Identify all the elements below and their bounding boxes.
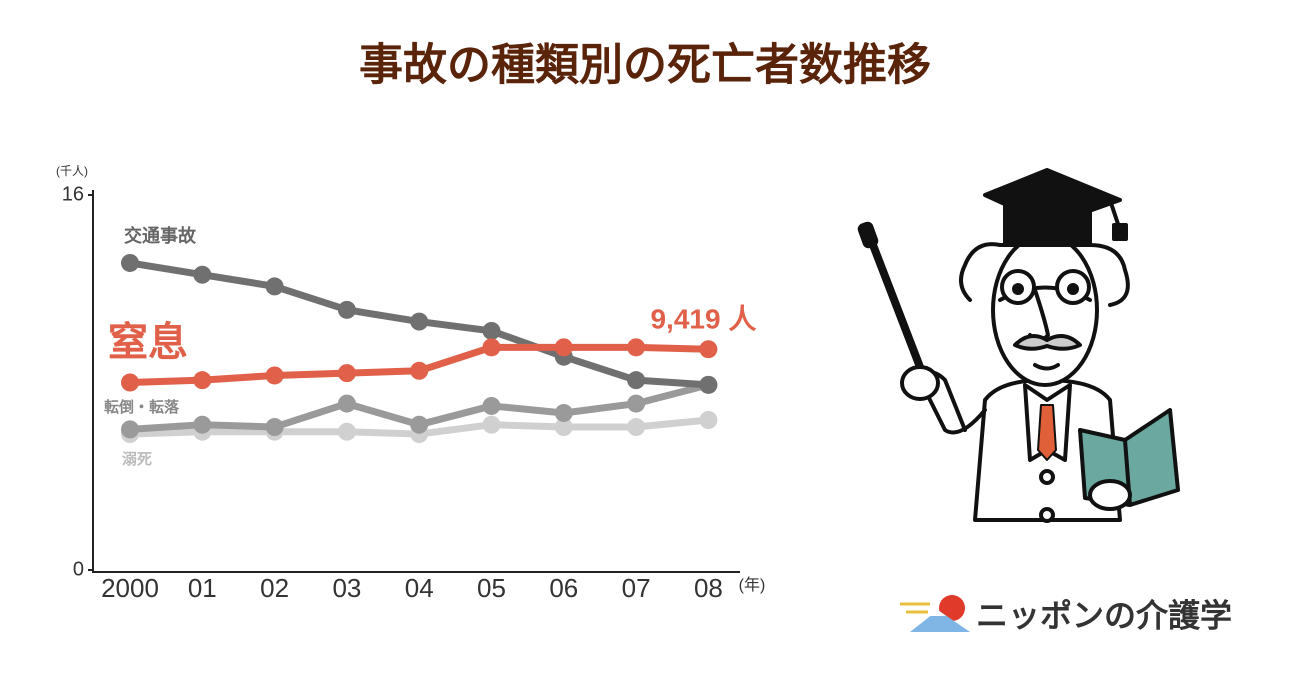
data-point [337, 364, 356, 383]
data-point [121, 420, 139, 439]
data-point [699, 375, 718, 394]
data-point [699, 340, 718, 359]
data-point [410, 361, 429, 380]
data-point [121, 253, 139, 272]
data-point [482, 338, 501, 357]
data-point [482, 321, 501, 340]
series-label: 窒息 [108, 321, 188, 365]
data-point [627, 394, 646, 413]
data-point [482, 396, 501, 415]
data-point [121, 373, 139, 392]
data-point [337, 422, 356, 441]
logo-text: ニッポンの介護学 [976, 597, 1232, 633]
data-point [627, 418, 646, 437]
x-tick-label: 06 [549, 573, 578, 603]
series-label: 溺死 [122, 451, 152, 468]
x-tick-label: 01 [188, 573, 217, 603]
data-point [265, 277, 284, 296]
data-point [410, 415, 429, 434]
x-tick-label: 2000 [101, 573, 159, 603]
data-point [699, 411, 718, 429]
y-tick-label: 16 [62, 183, 84, 205]
data-point [627, 338, 646, 357]
x-tick-label: 07 [622, 573, 651, 603]
data-point [554, 338, 573, 357]
professor-illustration [857, 168, 1180, 523]
logo-mark [900, 595, 970, 632]
data-point [337, 300, 356, 319]
data-point [193, 265, 212, 284]
data-point [265, 366, 284, 385]
data-point [554, 403, 573, 422]
series-label: 転倒・転落 [104, 398, 180, 416]
y-unit-label: (千人) [56, 164, 88, 178]
x-tick-label: 04 [405, 573, 434, 603]
chart-title: 事故の種類別の死亡者数推移 [359, 41, 931, 90]
x-tick-label: 08 [694, 573, 723, 603]
series-label: 交通事故 [124, 225, 197, 246]
data-point [482, 415, 501, 434]
data-point [554, 418, 573, 437]
x-tick-label: 03 [332, 573, 361, 603]
data-point [193, 371, 212, 390]
data-point [410, 312, 429, 331]
value-label: 9,419 人 [650, 304, 756, 335]
data-point [193, 415, 212, 434]
data-point [337, 394, 356, 413]
x-tick-label: 02 [260, 573, 289, 603]
data-point [627, 371, 646, 390]
y-tick-label: 0 [73, 558, 84, 580]
x-unit-label: (年) [739, 576, 766, 594]
x-tick-label: 05 [477, 573, 506, 603]
data-point [265, 418, 284, 437]
